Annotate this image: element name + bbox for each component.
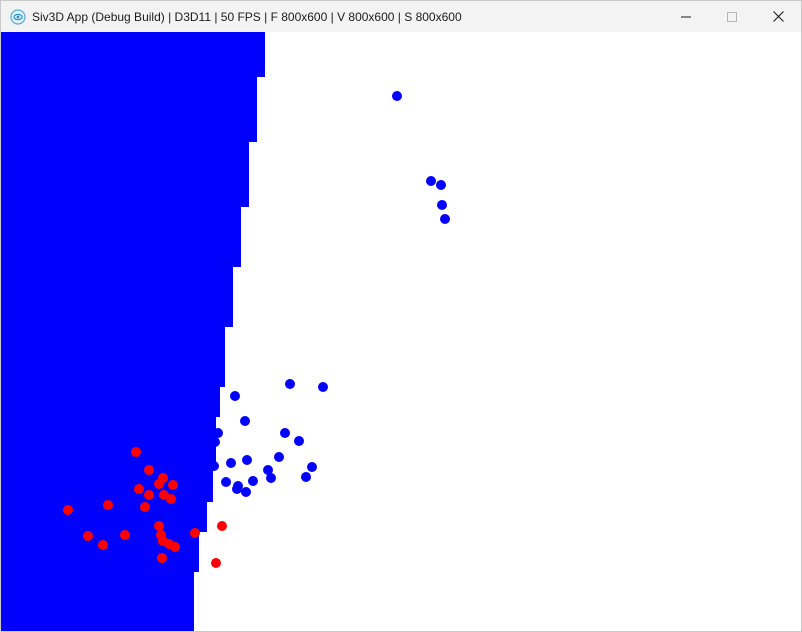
- blue-particle: [263, 465, 273, 475]
- blue-particle: [318, 382, 328, 392]
- window-title: Siv3D App (Debug Build) | D3D11 | 50 FPS…: [32, 9, 462, 24]
- red-particle: [154, 521, 164, 531]
- blue-particle: [232, 484, 242, 494]
- red-particle: [131, 447, 141, 457]
- blue-particle: [301, 472, 311, 482]
- blue-particle: [274, 452, 284, 462]
- red-particle: [190, 528, 200, 538]
- red-particles: [63, 447, 227, 568]
- blue-particle: [226, 458, 236, 468]
- red-particle: [211, 558, 221, 568]
- red-particle: [83, 531, 93, 541]
- blue-particle: [392, 91, 402, 101]
- red-particle: [144, 465, 154, 475]
- red-particle: [144, 490, 154, 500]
- red-particle: [120, 530, 130, 540]
- blue-particle: [285, 379, 295, 389]
- blue-particle-mass: [1, 32, 265, 631]
- maximize-icon: [727, 11, 737, 22]
- red-particle: [98, 540, 108, 550]
- blue-particle: [280, 428, 290, 438]
- minimize-button[interactable]: [663, 1, 709, 32]
- maximize-button[interactable]: [709, 1, 755, 32]
- red-particle: [166, 494, 176, 504]
- blue-particle: [307, 462, 317, 472]
- blue-particle: [248, 476, 258, 486]
- simulation-scene: [1, 32, 450, 631]
- red-particle: [170, 542, 180, 552]
- blue-particle: [240, 416, 250, 426]
- blue-particle: [206, 419, 216, 429]
- red-particle: [157, 553, 167, 563]
- close-button[interactable]: [755, 1, 801, 32]
- red-particle: [154, 479, 164, 489]
- blue-particle: [241, 487, 251, 497]
- blue-particle: [437, 200, 447, 210]
- blue-particle: [436, 180, 446, 190]
- blue-particle: [209, 461, 219, 471]
- blue-particle: [230, 391, 240, 401]
- minimize-icon: [681, 16, 691, 17]
- red-particle: [217, 521, 227, 531]
- red-particle: [168, 480, 178, 490]
- blue-particles: [206, 91, 450, 497]
- siv3d-app-icon: [10, 8, 26, 25]
- blue-particle-block: [1, 32, 265, 631]
- app-canvas[interactable]: [1, 32, 801, 631]
- red-particle: [63, 505, 73, 515]
- blue-particle: [242, 455, 252, 465]
- blue-particle: [210, 437, 220, 447]
- close-icon: [772, 11, 784, 22]
- title-bar[interactable]: Siv3D App (Debug Build) | D3D11 | 50 FPS…: [1, 1, 801, 32]
- red-particle: [140, 502, 150, 512]
- blue-particle: [213, 428, 223, 438]
- blue-particle: [426, 176, 436, 186]
- blue-particle: [221, 477, 231, 487]
- blue-particle: [266, 473, 276, 483]
- red-particle: [103, 500, 113, 510]
- window-controls: [663, 1, 801, 32]
- red-particle: [134, 484, 144, 494]
- blue-particle: [294, 436, 304, 446]
- blue-particle: [440, 214, 450, 224]
